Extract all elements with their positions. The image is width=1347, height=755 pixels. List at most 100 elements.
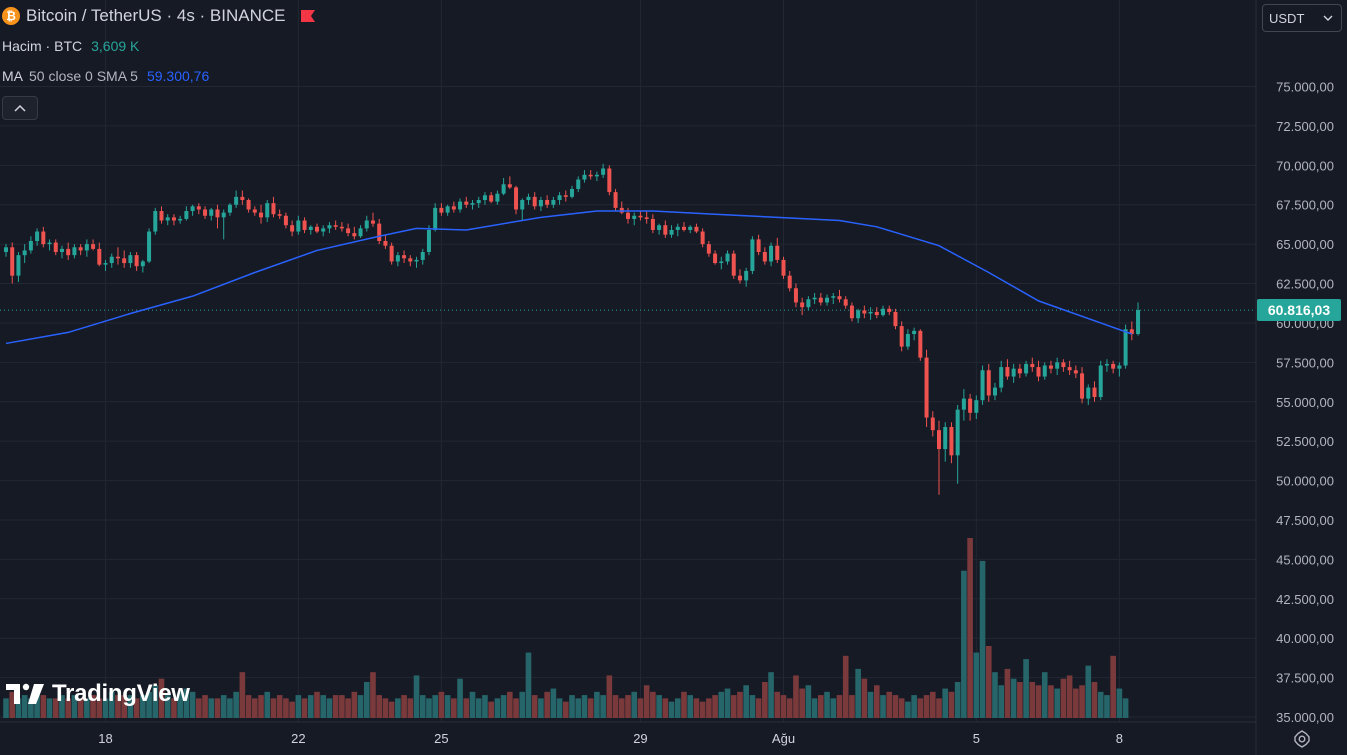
time-tick-label: 18 (98, 731, 112, 746)
volume-bar (208, 698, 215, 718)
volume-bar (34, 688, 40, 718)
volume-bar (252, 698, 258, 718)
time-tick-label: 8 (1116, 731, 1123, 746)
candle-body (103, 263, 108, 265)
candle-body (1129, 329, 1134, 334)
candle-body (949, 426, 954, 456)
price-tick-label: 35.000,00 (1276, 710, 1334, 725)
last-price-tag: 60.816,03 (1257, 299, 1341, 322)
ma-params: 50 close 0 SMA 5 (29, 68, 138, 84)
candle-body (1030, 363, 1035, 368)
candle-body (781, 259, 786, 276)
volume-bar (28, 698, 34, 718)
candle-body (41, 231, 46, 245)
symbol-title[interactable]: Bitcoin / TetherUS · 4s · BINANCE (26, 6, 286, 25)
candle-body (296, 220, 301, 232)
candle-body (240, 196, 245, 201)
volume-bar (1104, 695, 1110, 718)
volume-bar (1091, 682, 1098, 718)
volume-bar (233, 691, 239, 718)
candle-body (165, 217, 170, 221)
symbol-row[interactable]: ₿ Bitcoin / TetherUS · 4s · BINANCE (2, 6, 316, 26)
candle-body (538, 200, 543, 207)
volume-bar (954, 682, 961, 718)
volume-bar (519, 691, 526, 718)
volume-bar (258, 695, 264, 718)
candle-body (626, 212, 630, 219)
price-axis[interactable]: 35.000,00 37.500,00 40.000,00 42.500,00 45.0… (1276, 80, 1334, 725)
volume-bar (936, 698, 942, 718)
volume-bar (942, 688, 949, 718)
volume-bar (351, 691, 358, 718)
volume-bar (1079, 685, 1085, 718)
volume-bar (768, 672, 774, 718)
tradingview-logo-text: TradingView (52, 680, 190, 707)
volume-bar (531, 695, 538, 718)
candle-body (570, 188, 575, 197)
volume-bar (183, 688, 190, 718)
volume-bar (202, 695, 208, 718)
candle-body (383, 240, 388, 246)
candle-body (545, 200, 550, 205)
candle-body (930, 417, 935, 431)
price-tick-label: 67.500,00 (1276, 198, 1334, 213)
candle-body (1080, 373, 1085, 399)
volume-bar (121, 695, 127, 718)
candle-body (414, 259, 419, 262)
volume-bar (71, 695, 78, 718)
collapse-legend-button[interactable] (2, 96, 38, 120)
ma-legend[interactable]: MA 50 close 0 SMA 5 59.300,76 (2, 68, 209, 84)
candle-body (899, 326, 904, 347)
volume-bar (587, 698, 594, 718)
volume-bar (774, 691, 781, 718)
volume-bar (724, 688, 731, 718)
candle-body (669, 229, 674, 235)
volume-bar (345, 698, 351, 718)
volume-bar (227, 698, 233, 718)
candle-body (470, 203, 475, 205)
volume-bar (326, 698, 333, 718)
volume-bar (108, 691, 115, 718)
volume-bar (494, 698, 501, 718)
candle-body (1042, 365, 1047, 377)
candle-body (1024, 363, 1029, 374)
candle-body (489, 195, 494, 202)
volume-bar (171, 698, 177, 718)
currency-select[interactable]: USDT (1262, 4, 1342, 32)
volume-bar (780, 695, 787, 718)
flag-icon[interactable] (300, 9, 316, 23)
volume-bar (811, 698, 818, 718)
price-tick-label: 57.500,00 (1276, 355, 1334, 370)
candle-body (451, 206, 456, 210)
candle-body (364, 220, 369, 229)
volume-bar (152, 685, 159, 718)
tradingview-logo[interactable]: TradingView (6, 680, 190, 708)
candle-body (694, 226, 699, 232)
volume-bar (1097, 691, 1104, 718)
candle-body (849, 305, 854, 319)
volume-bar (463, 698, 470, 718)
candle-body (352, 233, 357, 237)
candle-body (333, 225, 338, 227)
candle-body (657, 225, 662, 230)
candle-body (800, 302, 805, 308)
volume-bar (500, 695, 507, 718)
volume-bar (457, 678, 463, 718)
bitcoin-icon: ₿ (2, 7, 20, 25)
candle-body (1086, 387, 1091, 399)
volume-bar (979, 560, 986, 718)
candle-body (980, 370, 985, 401)
price-tick-label: 37.500,00 (1276, 671, 1334, 686)
candle-body (756, 239, 761, 253)
candle-body (1067, 367, 1072, 371)
volume-bar (575, 698, 582, 718)
time-axis[interactable]: 18 22 25 29 Ağu 5 8 (98, 731, 1123, 746)
volume-bar (264, 691, 271, 718)
candle-body (476, 200, 481, 204)
candle-body (955, 409, 960, 456)
volume-bar (762, 682, 768, 718)
volume-legend[interactable]: Hacim · BTC 3,609 K (2, 38, 139, 54)
settings-gear-icon[interactable] (1292, 729, 1312, 749)
volume-bar (245, 695, 252, 718)
